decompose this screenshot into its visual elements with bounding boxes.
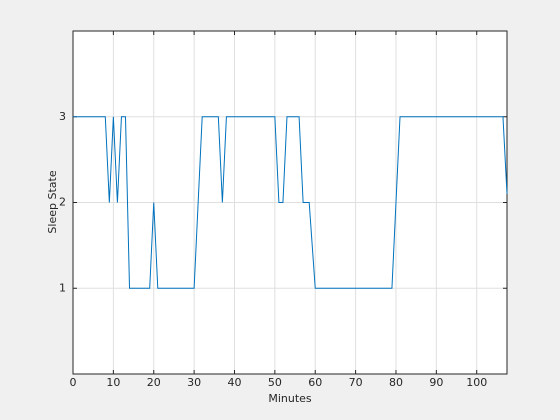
y-tick-label: 1 [59,281,66,294]
x-tick-label: 20 [147,376,161,389]
x-tick-label: 10 [106,376,120,389]
x-tick-label: 100 [466,376,487,389]
x-axis-label: Minutes [268,392,312,405]
y-tick-label: 3 [59,110,66,123]
y-axis-label: Sleep State [46,170,59,233]
x-tick-label: 0 [70,376,77,389]
y-tick-label: 2 [59,196,66,209]
x-tick-label: 30 [187,376,201,389]
x-tick-label: 40 [227,376,241,389]
x-tick-label: 90 [429,376,443,389]
x-tick-label: 70 [349,376,363,389]
data-line [73,116,508,289]
axes-box [72,30,508,375]
x-tick-label: 50 [268,376,282,389]
x-tick-label: 80 [389,376,403,389]
x-tick-label: 60 [308,376,322,389]
